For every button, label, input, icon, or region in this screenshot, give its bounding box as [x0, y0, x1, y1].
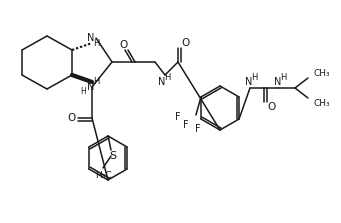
Text: F: F: [195, 124, 201, 134]
Text: S: S: [109, 151, 117, 161]
Text: N: N: [274, 77, 282, 87]
Text: F: F: [175, 112, 181, 122]
Text: H: H: [164, 72, 170, 81]
Text: H: H: [80, 87, 86, 97]
Text: H₃C: H₃C: [95, 171, 111, 180]
Text: H: H: [251, 72, 257, 81]
Text: F: F: [183, 120, 189, 130]
Text: O: O: [68, 113, 76, 123]
Text: N: N: [158, 77, 166, 87]
Text: H: H: [93, 39, 99, 47]
Text: N: N: [245, 77, 253, 87]
Text: O: O: [181, 38, 189, 48]
Text: CH₃: CH₃: [314, 99, 330, 107]
Text: H: H: [280, 72, 286, 81]
Text: N: N: [87, 33, 95, 43]
Text: H: H: [93, 78, 99, 87]
Text: O: O: [267, 102, 275, 112]
Text: N: N: [87, 82, 95, 92]
Text: CH₃: CH₃: [314, 68, 330, 78]
Text: O: O: [120, 40, 128, 50]
